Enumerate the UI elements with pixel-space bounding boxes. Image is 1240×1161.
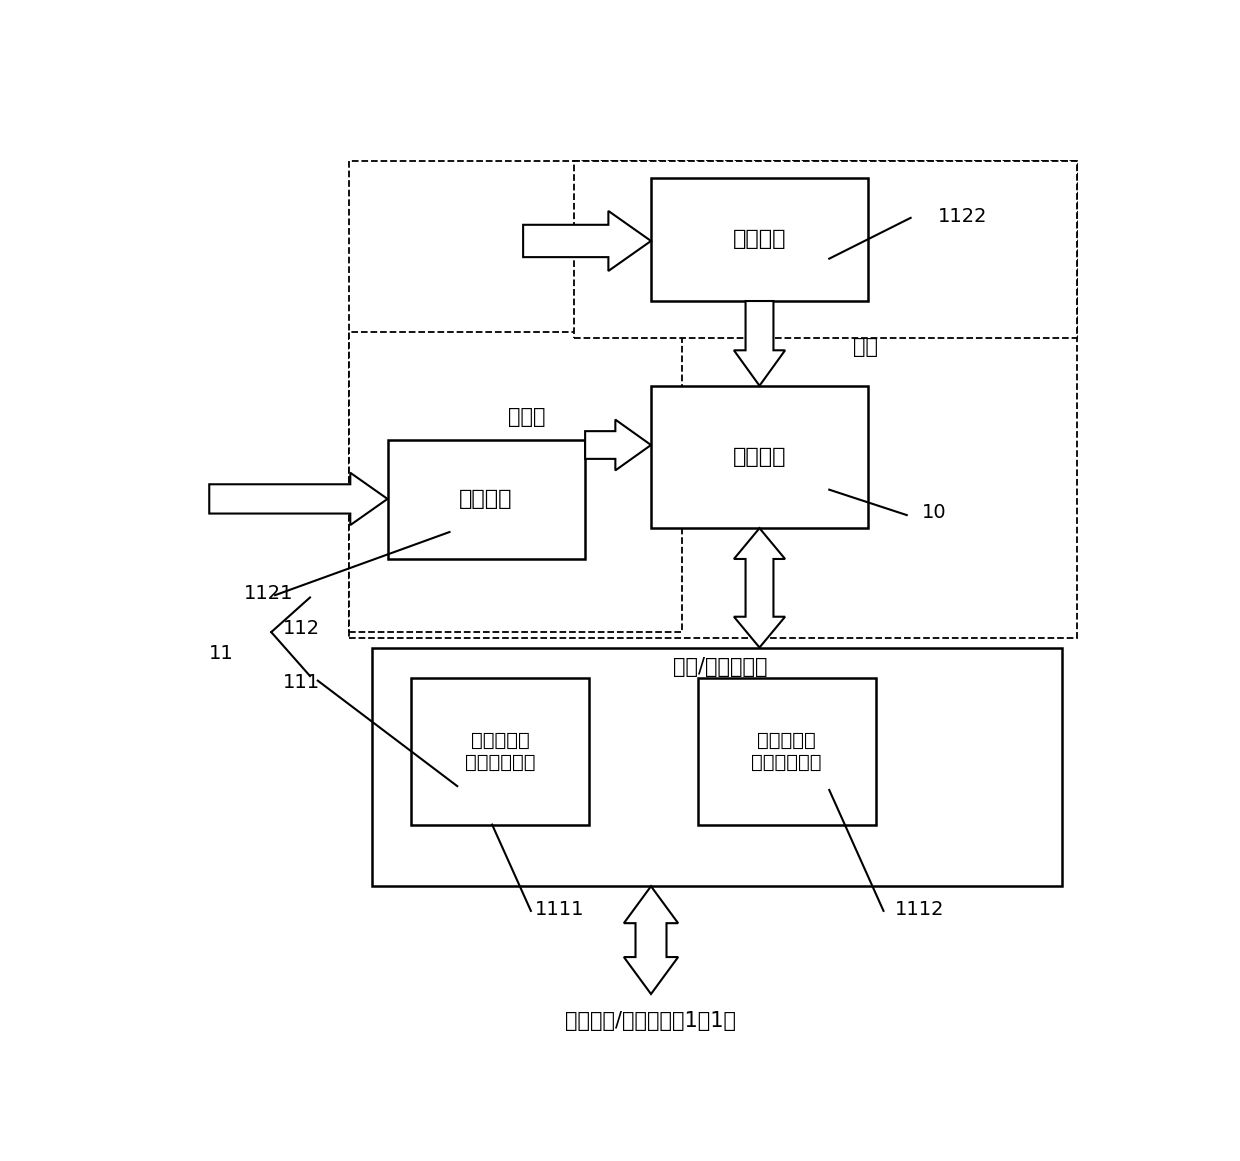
Polygon shape xyxy=(523,211,651,271)
Text: 10: 10 xyxy=(923,503,947,522)
Text: 单元阵列: 单元阵列 xyxy=(733,447,786,467)
Bar xyxy=(697,678,875,824)
Bar xyxy=(348,332,682,632)
Bar xyxy=(410,678,589,824)
Text: 输入/输出缓冲器: 输入/输出缓冲器 xyxy=(673,657,768,677)
Text: 1121: 1121 xyxy=(244,584,294,603)
Text: 列解码器: 列解码器 xyxy=(733,230,786,250)
Bar xyxy=(651,385,868,528)
Text: 输入缓冲器
（写入电路）: 输入缓冲器 （写入电路） xyxy=(465,731,536,772)
Polygon shape xyxy=(734,301,785,385)
Text: 资料输入/资料输出（1：1）: 资料输入/资料输出（1：1） xyxy=(565,1011,737,1031)
Polygon shape xyxy=(585,419,651,470)
Bar xyxy=(372,648,1061,886)
Text: 1122: 1122 xyxy=(937,207,987,226)
Polygon shape xyxy=(734,528,785,648)
Text: 行解码器: 行解码器 xyxy=(459,489,512,509)
Text: 112: 112 xyxy=(283,619,320,637)
Text: 1112: 1112 xyxy=(895,900,945,918)
Text: 1111: 1111 xyxy=(534,900,584,918)
Bar xyxy=(651,178,868,301)
Bar xyxy=(387,440,585,558)
Bar xyxy=(348,161,1078,639)
Text: 位线: 位线 xyxy=(853,337,878,358)
Text: 11: 11 xyxy=(210,644,234,663)
Text: 字节线: 字节线 xyxy=(508,406,546,426)
Polygon shape xyxy=(624,886,678,994)
Text: 感测放大器
（读出电路）: 感测放大器 （读出电路） xyxy=(751,731,822,772)
Polygon shape xyxy=(210,473,387,525)
Bar xyxy=(573,161,1078,338)
Text: 111: 111 xyxy=(283,672,320,692)
